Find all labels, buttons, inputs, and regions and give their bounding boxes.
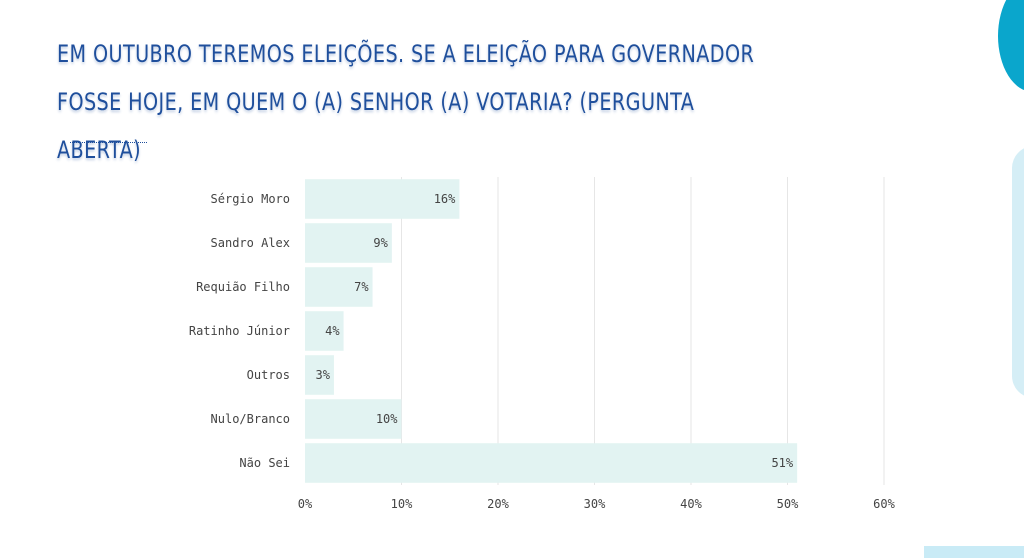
bar-outros: [305, 355, 334, 395]
bar-sandro-alex: [305, 223, 392, 263]
category-label: Sérgio Moro: [211, 192, 290, 206]
x-tick-label: 0%: [298, 497, 313, 511]
x-tick-label: 50%: [777, 497, 799, 511]
value-label: 3%: [315, 368, 330, 382]
bar-ratinho-junior: [305, 311, 344, 351]
value-label: 51%: [771, 456, 793, 470]
grid-lines: [401, 177, 885, 485]
category-label: Ratinho Júnior: [189, 324, 290, 338]
category-label: Requião Filho: [196, 280, 290, 294]
title-underline: [70, 142, 147, 143]
value-label: 9%: [373, 236, 388, 250]
category-label: Sandro Alex: [211, 236, 290, 250]
chart-title: EM OUTUBRO TEREMOS ELEIÇÕES. SE A ELEIÇÃ…: [57, 40, 755, 164]
value-label: 10%: [376, 412, 398, 426]
x-tick-label: 10%: [391, 497, 413, 511]
category-label: Não Sei: [239, 456, 290, 470]
bars: [305, 179, 798, 483]
x-tick-label: 30%: [584, 497, 606, 511]
value-label: 16%: [434, 192, 456, 206]
value-label: 7%: [354, 280, 369, 294]
bar-sergio-moro: [305, 179, 460, 219]
bar-requiao-filho: [305, 267, 373, 307]
x-tick-label: 20%: [487, 497, 509, 511]
bar-nulo-branco: [305, 399, 402, 439]
value-label: 4%: [325, 324, 340, 338]
category-label: Nulo/Branco: [211, 412, 290, 426]
category-label: Outros: [247, 368, 290, 382]
decorative-shape-right: [1012, 146, 1024, 398]
bar-nao-sei: [305, 443, 798, 483]
labels: 0% 10% 20% 30% 40% 50% 60% Sérgio Moro 16% Sandro…: [189, 192, 896, 511]
x-tick-label: 60%: [873, 497, 895, 511]
x-tick-label: 40%: [680, 497, 702, 511]
